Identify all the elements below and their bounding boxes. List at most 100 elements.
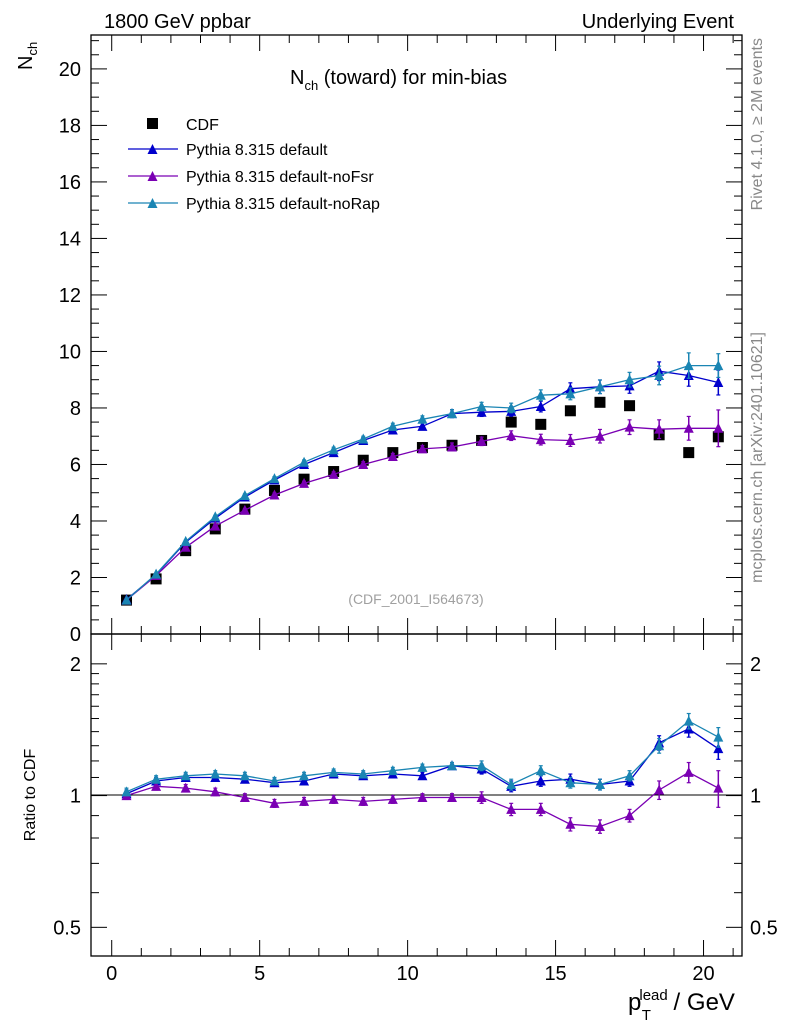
data-point-default (713, 377, 724, 388)
data-point-norap (565, 388, 576, 399)
main-y-axis-label: Nch (15, 42, 40, 70)
xlabel-p: p (628, 989, 641, 1016)
data-point-norap-ratio (121, 786, 132, 797)
data-point-norap (269, 473, 280, 484)
data-point-norap (239, 490, 250, 501)
data-point-norap (299, 456, 310, 467)
data-point-norap-ratio (387, 765, 398, 776)
y-tick-label: 12 (59, 285, 81, 307)
data-point-nofsr (654, 423, 665, 434)
data-point-norap-ratio (594, 779, 605, 790)
legend-label-norap: Pythia 8.315 default-noRap (186, 196, 380, 213)
data-point-nofsr-ratio (476, 791, 487, 802)
data-point-norap (417, 413, 428, 424)
legend-marker-norap (147, 198, 158, 208)
y-tick-label: 14 (59, 228, 81, 250)
header-left: 1800 GeV ppbar (104, 11, 251, 33)
data-point-nofsr (476, 435, 487, 446)
data-point-default-ratio (417, 770, 428, 781)
data-point-nofsr-ratio (151, 780, 162, 791)
data-point-default-ratio (299, 775, 310, 786)
data-point-nofsr-ratio (387, 793, 398, 804)
y-tick-label: 10 (59, 341, 81, 363)
data-point-nofsr-ratio (269, 797, 280, 808)
header-right: Underlying Event (582, 11, 735, 33)
data-point-norap-ratio (683, 715, 694, 726)
data-point-norap (358, 433, 369, 444)
x-tick-label: 5 (254, 963, 265, 985)
data-point-nofsr-ratio (624, 810, 635, 821)
mcplots-label: mcplots.cern.ch [arXiv:2401.10621] (749, 332, 766, 583)
y-tick-label: 16 (59, 172, 81, 194)
ratio-y-axis-label: Ratio to CDF (22, 749, 39, 842)
data-point-norap-ratio (447, 760, 458, 771)
legend-entry-cdf: CDF (147, 117, 219, 134)
data-point-norap-ratio (210, 768, 221, 779)
ratio-tick-label: 1 (70, 786, 81, 808)
y-tick-label: 6 (70, 454, 81, 476)
data-point-cdf (624, 400, 636, 412)
data-point-nofsr-ratio (210, 786, 221, 797)
axis-ticks (91, 35, 742, 956)
data-point-nofsr (506, 430, 517, 441)
data-point-nofsr-ratio (535, 803, 546, 814)
data-point-default (476, 406, 487, 417)
x-tick-label: 15 (544, 963, 566, 985)
data-point-nofsr-ratio (594, 820, 605, 831)
data-point-cdf (535, 418, 547, 430)
rivet-label: Rivet 4.1.0, ≥ 2M events (749, 38, 766, 210)
x-tick-label: 0 (106, 963, 117, 985)
data-point-norap (121, 594, 132, 605)
data-point-norap-ratio (506, 779, 517, 790)
legend-entry-nofsr: Pythia 8.315 default-noFsr (128, 169, 374, 186)
analysis-watermark: (CDF_2001_I564673) (348, 591, 483, 607)
data-point-nofsr (683, 422, 694, 433)
data-point-nofsr-ratio (713, 782, 724, 793)
y-tick-label: 8 (70, 398, 81, 420)
svg-text:Nch: Nch (15, 42, 40, 70)
data-point-norap-ratio (151, 773, 162, 784)
data-point-nofsr (358, 458, 369, 469)
y-tick-label: 2 (70, 567, 81, 589)
data-point-norap (594, 381, 605, 392)
ratio-panel-marks (121, 712, 724, 834)
x-tick-label: 20 (692, 963, 714, 985)
data-point-nofsr-ratio (506, 803, 517, 814)
y-tick-label: 20 (59, 59, 81, 81)
title-sub: ch (304, 78, 318, 93)
data-point-norap (624, 374, 635, 385)
data-point-nofsr (180, 541, 191, 552)
legend-entry-default: Pythia 8.315 default (128, 142, 328, 159)
x-axis-label: plead T / GeV (628, 987, 735, 1024)
legend-entry-norap: Pythia 8.315 default-noRap (128, 196, 380, 213)
data-point-norap-ratio (624, 770, 635, 781)
data-point-nofsr (535, 434, 546, 445)
data-point-cdf (683, 447, 695, 459)
data-point-cdf (594, 396, 606, 408)
main-panel-marks (121, 352, 724, 606)
data-point-nofsr (210, 520, 221, 531)
data-point-nofsr-ratio (654, 784, 665, 795)
y-tick-label: 4 (70, 511, 81, 533)
data-point-nofsr-ratio (180, 782, 191, 793)
data-point-nofsr-ratio (447, 791, 458, 802)
data-point-norap (506, 402, 517, 413)
data-point-norap-ratio (299, 770, 310, 781)
data-point-nofsr-ratio (299, 795, 310, 806)
data-point-norap (210, 511, 221, 522)
data-point-default (417, 420, 428, 431)
data-point-default-ratio (713, 743, 724, 754)
data-point-nofsr (594, 430, 605, 441)
data-point-norap (328, 444, 339, 455)
data-point-nofsr (239, 504, 250, 515)
title-rest: (toward) for min-bias (318, 67, 507, 89)
data-point-norap-ratio (417, 761, 428, 772)
ylabel-sub: ch (25, 42, 40, 56)
data-point-norap (447, 408, 458, 419)
data-point-norap (151, 568, 162, 579)
ylabel-main: N (15, 56, 37, 70)
data-point-norap-ratio (358, 768, 369, 779)
xlabel-rest: / GeV (667, 989, 735, 1016)
x-tick-label: 10 (396, 963, 418, 985)
